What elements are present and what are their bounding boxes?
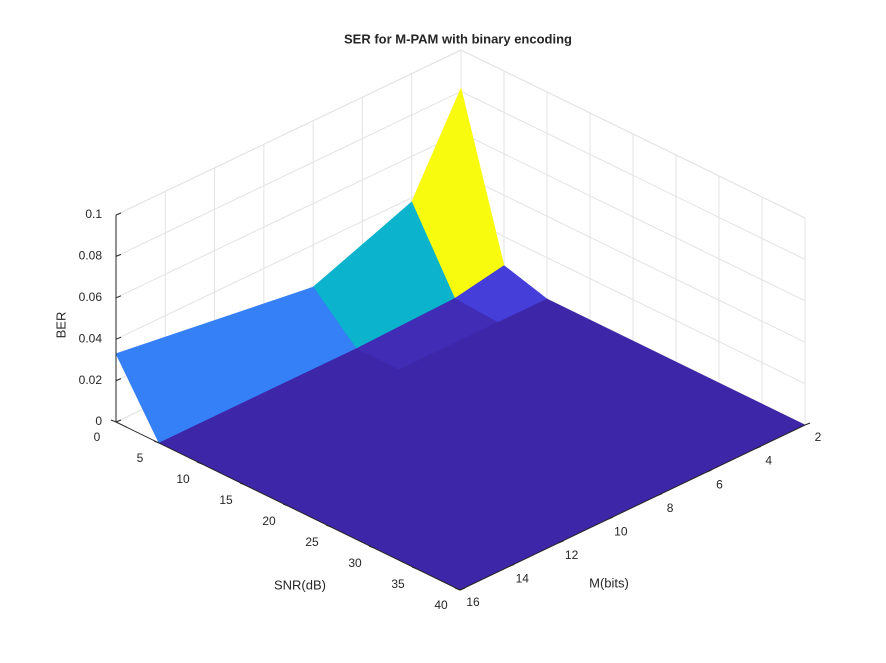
y-tick-label: 14 xyxy=(516,572,530,586)
z-tick-label: 0.02 xyxy=(79,373,103,387)
x-tick-label: 10 xyxy=(176,472,190,486)
z-tick-label: 0.04 xyxy=(79,331,103,345)
z-tick xyxy=(115,419,122,423)
y-tick xyxy=(755,446,761,450)
box-edge xyxy=(460,49,806,219)
x-tick-label: 25 xyxy=(305,535,319,549)
y-tick xyxy=(706,469,712,473)
x-tick-label: 0 xyxy=(94,430,101,444)
z-tick xyxy=(115,295,122,299)
y-tick xyxy=(509,563,515,567)
grid-line xyxy=(115,173,462,340)
y-tick-label: 6 xyxy=(716,477,723,491)
x-tick xyxy=(196,461,203,465)
box-edge xyxy=(115,49,462,216)
y-tick xyxy=(656,493,663,497)
x-tick-label: 35 xyxy=(391,577,405,591)
x-tick xyxy=(368,545,375,549)
x-tick xyxy=(110,419,117,423)
x-tick-label: 30 xyxy=(348,556,362,570)
z-tick-label: 0.1 xyxy=(85,207,102,221)
y-tick-label: 12 xyxy=(565,548,579,562)
z-tick-label: 0.06 xyxy=(79,290,103,304)
grid-line xyxy=(115,132,462,299)
x-tick-label: 40 xyxy=(434,598,448,612)
x-tick xyxy=(325,524,332,528)
x-tick xyxy=(454,587,461,591)
z-axis-label: BER xyxy=(53,312,68,339)
z-tick-label: 0.08 xyxy=(79,249,103,263)
y-tick-label: 10 xyxy=(614,524,628,538)
x-tick xyxy=(282,503,289,507)
grid-line xyxy=(115,90,462,257)
y-tick xyxy=(459,587,466,591)
z-tick xyxy=(115,378,122,382)
y-tick-label: 16 xyxy=(466,595,480,609)
z-tick xyxy=(115,336,122,340)
x-tick-label: 15 xyxy=(219,493,233,507)
z-tick-label: 0 xyxy=(95,414,102,428)
y-tick xyxy=(607,516,614,520)
x-axis-label: SNR(dB) xyxy=(274,577,326,592)
chart-title: SER for M-PAM with binary encoding xyxy=(344,31,572,46)
x-tick-label: 20 xyxy=(262,514,276,528)
y-tick xyxy=(558,540,564,544)
x-tick xyxy=(239,482,246,486)
z-tick xyxy=(115,212,122,216)
y-tick xyxy=(804,422,811,426)
y-tick-label: 2 xyxy=(815,430,822,444)
y-tick-label: 8 xyxy=(667,501,674,515)
x-tick xyxy=(153,440,160,444)
y-axis-label: M(bits) xyxy=(589,575,629,590)
z-tick xyxy=(115,253,122,257)
y-axis xyxy=(459,424,806,591)
x-tick-label: 5 xyxy=(137,451,144,465)
y-tick-label: 4 xyxy=(765,454,772,468)
x-tick xyxy=(411,566,418,570)
